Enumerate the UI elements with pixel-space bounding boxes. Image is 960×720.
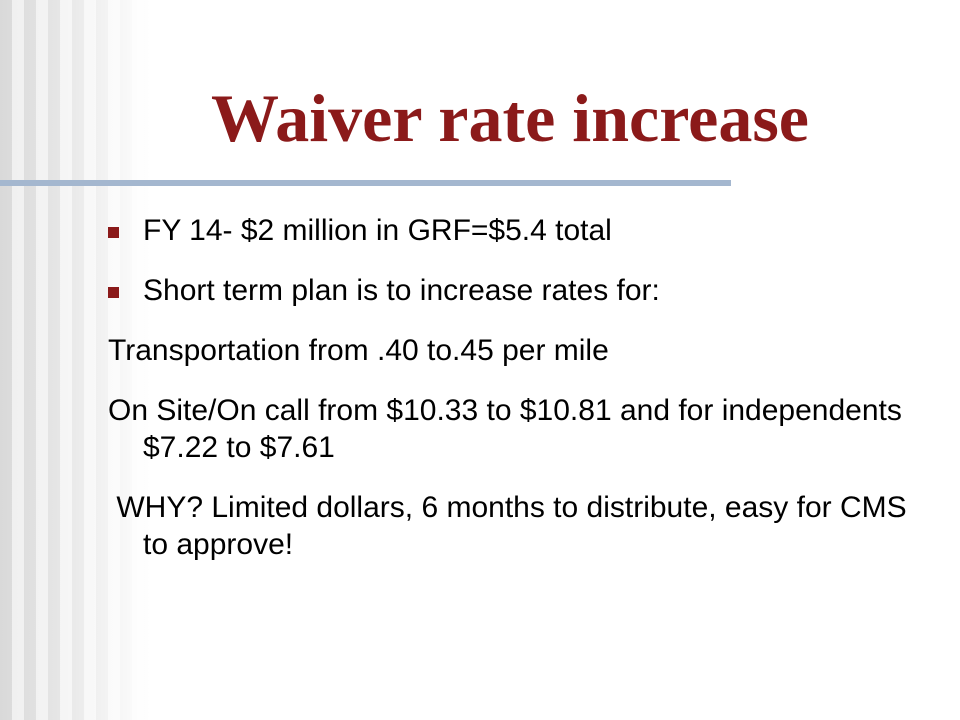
list-item: Short term plan is to increase rates for…: [108, 272, 920, 309]
slide-title: Waiver rate increase: [211, 80, 809, 156]
list-item: FY 14- $2 million in GRF=$5.4 total: [108, 212, 920, 249]
list-item: On Site/On call from $10.33 to $10.81 an…: [108, 394, 911, 464]
background-stripes: [0, 0, 150, 720]
list-item: WHY? Limited dollars, 6 months to distri…: [108, 491, 915, 561]
bullet-list: FY 14- $2 million in GRF=$5.4 total Short…: [108, 212, 920, 586]
title-rule: [0, 180, 731, 186]
list-item: Transportation from .40 to.45 per mile: [108, 334, 609, 367]
